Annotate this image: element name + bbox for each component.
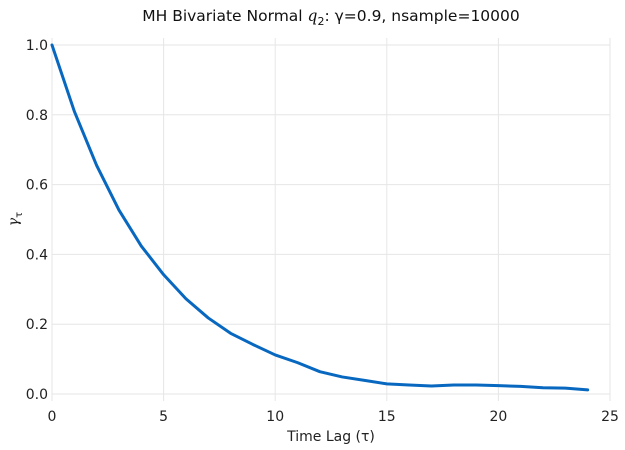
x-tick-label-5: 25 xyxy=(601,409,619,425)
x-tick-label-0: 0 xyxy=(48,409,57,425)
x-axis-label: Time Lag (τ) xyxy=(286,429,375,445)
y-tick-label-4: 0.8 xyxy=(26,108,48,124)
chart-title-suffix: : γ=0.9, nsample=10000 xyxy=(324,7,519,25)
y-tick-label-0: 0.0 xyxy=(26,387,48,403)
x-axis-ticks: 0 5 10 15 20 25 xyxy=(48,409,619,425)
chart-title-math-sub: 2 xyxy=(317,15,324,28)
series-layer xyxy=(50,43,590,392)
y-tick-label-3: 0.6 xyxy=(26,178,48,194)
y-tick-label-1: 0.2 xyxy=(26,317,48,333)
y-tick-label-5: 1.0 xyxy=(26,38,48,54)
y-tick-label-2: 0.4 xyxy=(26,247,48,263)
x-tick-label-1: 5 xyxy=(159,409,168,425)
grid xyxy=(51,38,611,401)
chart-title-prefix: MH Bivariate Normal xyxy=(142,7,307,25)
y-axis-label-math: γ xyxy=(6,217,22,226)
y-axis-label-math-sub: τ xyxy=(14,212,25,218)
x-tick-label-2: 10 xyxy=(266,409,284,425)
y-axis-label: γτ xyxy=(6,212,25,226)
x-tick-label-4: 20 xyxy=(489,409,507,425)
x-tick-label-3: 15 xyxy=(378,409,396,425)
chart-title-math: q xyxy=(308,7,318,25)
chart-title: MH Bivariate Normal q2: γ=0.9, nsample=1… xyxy=(142,7,520,28)
series-line-0 xyxy=(50,43,590,392)
y-axis-ticks: 0.0 0.2 0.4 0.6 0.8 1.0 xyxy=(26,38,48,403)
